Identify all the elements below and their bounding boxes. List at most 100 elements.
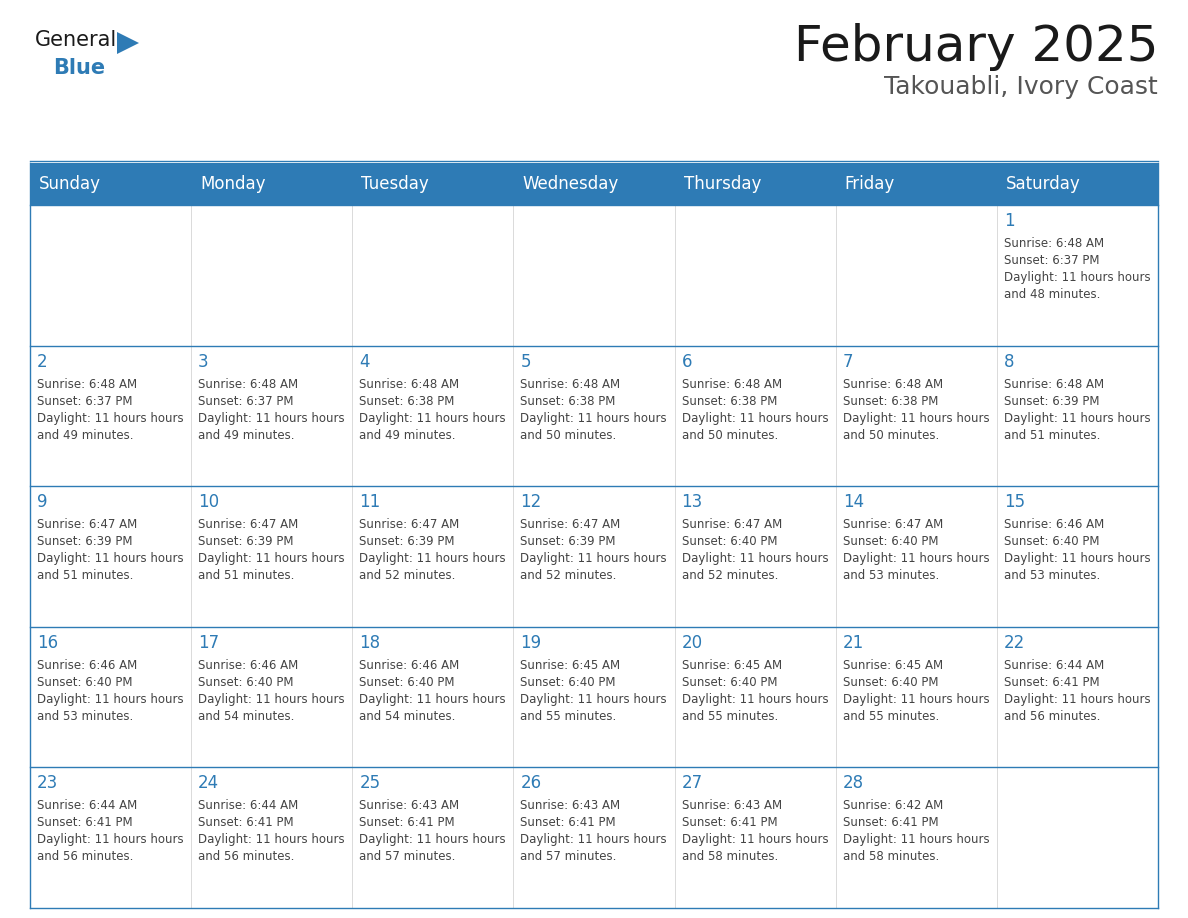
Text: and 54 minutes.: and 54 minutes. bbox=[359, 710, 456, 722]
Text: Sunset: 6:41 PM: Sunset: 6:41 PM bbox=[520, 816, 617, 829]
Text: Saturday: Saturday bbox=[1006, 175, 1081, 193]
Text: 8: 8 bbox=[1004, 353, 1015, 371]
Text: Sunset: 6:40 PM: Sunset: 6:40 PM bbox=[1004, 535, 1099, 548]
Text: Daylight: 11 hours hours: Daylight: 11 hours hours bbox=[198, 553, 345, 565]
Bar bbox=[835, 205, 997, 345]
Bar bbox=[513, 627, 675, 767]
Bar bbox=[997, 205, 1158, 345]
Text: and 58 minutes.: and 58 minutes. bbox=[842, 850, 939, 864]
Text: Daylight: 11 hours hours: Daylight: 11 hours hours bbox=[37, 553, 184, 565]
Text: Takouabli, Ivory Coast: Takouabli, Ivory Coast bbox=[884, 75, 1158, 99]
Text: 26: 26 bbox=[520, 775, 542, 792]
Bar bbox=[675, 627, 835, 767]
Text: and 53 minutes.: and 53 minutes. bbox=[842, 569, 939, 582]
Bar bbox=[997, 767, 1158, 908]
Polygon shape bbox=[116, 32, 139, 54]
Text: General: General bbox=[34, 30, 118, 50]
Text: 21: 21 bbox=[842, 633, 864, 652]
Text: Sunrise: 6:46 AM: Sunrise: 6:46 AM bbox=[1004, 518, 1104, 532]
Bar bbox=[191, 627, 353, 767]
Text: Sunrise: 6:48 AM: Sunrise: 6:48 AM bbox=[1004, 377, 1104, 390]
Text: and 52 minutes.: and 52 minutes. bbox=[520, 569, 617, 582]
Text: Sunset: 6:40 PM: Sunset: 6:40 PM bbox=[520, 676, 615, 688]
Text: Sunrise: 6:43 AM: Sunrise: 6:43 AM bbox=[520, 800, 620, 812]
Bar bbox=[353, 627, 513, 767]
Text: Sunrise: 6:47 AM: Sunrise: 6:47 AM bbox=[842, 518, 943, 532]
Text: and 51 minutes.: and 51 minutes. bbox=[1004, 429, 1100, 442]
Text: Sunrise: 6:45 AM: Sunrise: 6:45 AM bbox=[842, 659, 943, 672]
Text: Daylight: 11 hours hours: Daylight: 11 hours hours bbox=[359, 553, 506, 565]
Bar bbox=[675, 205, 835, 345]
Text: Sunset: 6:39 PM: Sunset: 6:39 PM bbox=[520, 535, 615, 548]
Bar bbox=[30, 487, 191, 627]
Text: Daylight: 11 hours hours: Daylight: 11 hours hours bbox=[842, 553, 990, 565]
Text: Daylight: 11 hours hours: Daylight: 11 hours hours bbox=[682, 411, 828, 425]
Text: Daylight: 11 hours hours: Daylight: 11 hours hours bbox=[682, 553, 828, 565]
Text: Sunset: 6:37 PM: Sunset: 6:37 PM bbox=[198, 395, 293, 408]
Text: Daylight: 11 hours hours: Daylight: 11 hours hours bbox=[359, 411, 506, 425]
Text: 15: 15 bbox=[1004, 493, 1025, 511]
Text: 12: 12 bbox=[520, 493, 542, 511]
Text: Sunset: 6:40 PM: Sunset: 6:40 PM bbox=[198, 676, 293, 688]
Text: Sunset: 6:40 PM: Sunset: 6:40 PM bbox=[842, 535, 939, 548]
Text: 3: 3 bbox=[198, 353, 209, 371]
Bar bbox=[513, 767, 675, 908]
Text: Sunset: 6:41 PM: Sunset: 6:41 PM bbox=[1004, 676, 1099, 688]
Text: Sunset: 6:41 PM: Sunset: 6:41 PM bbox=[198, 816, 293, 829]
Text: Friday: Friday bbox=[845, 175, 895, 193]
Text: Tuesday: Tuesday bbox=[361, 175, 429, 193]
Text: Daylight: 11 hours hours: Daylight: 11 hours hours bbox=[842, 693, 990, 706]
Text: Sunrise: 6:48 AM: Sunrise: 6:48 AM bbox=[682, 377, 782, 390]
Bar bbox=[675, 487, 835, 627]
Bar bbox=[191, 767, 353, 908]
Text: 14: 14 bbox=[842, 493, 864, 511]
Text: Daylight: 11 hours hours: Daylight: 11 hours hours bbox=[198, 834, 345, 846]
Text: Sunrise: 6:45 AM: Sunrise: 6:45 AM bbox=[520, 659, 620, 672]
Text: Sunset: 6:38 PM: Sunset: 6:38 PM bbox=[359, 395, 455, 408]
Text: 1: 1 bbox=[1004, 212, 1015, 230]
Text: Monday: Monday bbox=[200, 175, 266, 193]
Text: and 54 minutes.: and 54 minutes. bbox=[198, 710, 295, 722]
Text: Daylight: 11 hours hours: Daylight: 11 hours hours bbox=[520, 411, 666, 425]
Text: Sunrise: 6:48 AM: Sunrise: 6:48 AM bbox=[198, 377, 298, 390]
Bar bbox=[997, 487, 1158, 627]
Text: Sunrise: 6:48 AM: Sunrise: 6:48 AM bbox=[520, 377, 620, 390]
Text: 6: 6 bbox=[682, 353, 693, 371]
Bar bbox=[997, 627, 1158, 767]
Bar bbox=[30, 205, 191, 345]
Text: Sunrise: 6:48 AM: Sunrise: 6:48 AM bbox=[1004, 237, 1104, 250]
Text: and 48 minutes.: and 48 minutes. bbox=[1004, 288, 1100, 301]
Text: 25: 25 bbox=[359, 775, 380, 792]
Text: Daylight: 11 hours hours: Daylight: 11 hours hours bbox=[1004, 411, 1150, 425]
Text: 19: 19 bbox=[520, 633, 542, 652]
Text: Sunrise: 6:47 AM: Sunrise: 6:47 AM bbox=[682, 518, 782, 532]
Text: Sunset: 6:41 PM: Sunset: 6:41 PM bbox=[682, 816, 777, 829]
Text: and 55 minutes.: and 55 minutes. bbox=[520, 710, 617, 722]
Text: and 52 minutes.: and 52 minutes. bbox=[682, 569, 778, 582]
Text: and 56 minutes.: and 56 minutes. bbox=[198, 850, 295, 864]
Text: 17: 17 bbox=[198, 633, 220, 652]
Bar bbox=[30, 163, 1158, 205]
Text: 16: 16 bbox=[37, 633, 58, 652]
Bar bbox=[30, 345, 191, 487]
Text: Sunrise: 6:46 AM: Sunrise: 6:46 AM bbox=[37, 659, 138, 672]
Text: Daylight: 11 hours hours: Daylight: 11 hours hours bbox=[198, 693, 345, 706]
Bar bbox=[675, 767, 835, 908]
Text: Sunrise: 6:48 AM: Sunrise: 6:48 AM bbox=[842, 377, 943, 390]
Text: 20: 20 bbox=[682, 633, 702, 652]
Text: and 50 minutes.: and 50 minutes. bbox=[520, 429, 617, 442]
Text: Daylight: 11 hours hours: Daylight: 11 hours hours bbox=[1004, 271, 1150, 284]
Text: and 49 minutes.: and 49 minutes. bbox=[359, 429, 456, 442]
Text: 27: 27 bbox=[682, 775, 702, 792]
Text: Sunset: 6:40 PM: Sunset: 6:40 PM bbox=[359, 676, 455, 688]
Text: Sunrise: 6:48 AM: Sunrise: 6:48 AM bbox=[37, 377, 137, 390]
Text: 24: 24 bbox=[198, 775, 220, 792]
Text: Sunset: 6:41 PM: Sunset: 6:41 PM bbox=[37, 816, 133, 829]
Text: Sunrise: 6:48 AM: Sunrise: 6:48 AM bbox=[359, 377, 460, 390]
Bar bbox=[835, 487, 997, 627]
Text: Sunrise: 6:45 AM: Sunrise: 6:45 AM bbox=[682, 659, 782, 672]
Text: and 53 minutes.: and 53 minutes. bbox=[37, 710, 133, 722]
Text: Sunrise: 6:43 AM: Sunrise: 6:43 AM bbox=[359, 800, 460, 812]
Text: Sunrise: 6:44 AM: Sunrise: 6:44 AM bbox=[1004, 659, 1104, 672]
Text: and 49 minutes.: and 49 minutes. bbox=[198, 429, 295, 442]
